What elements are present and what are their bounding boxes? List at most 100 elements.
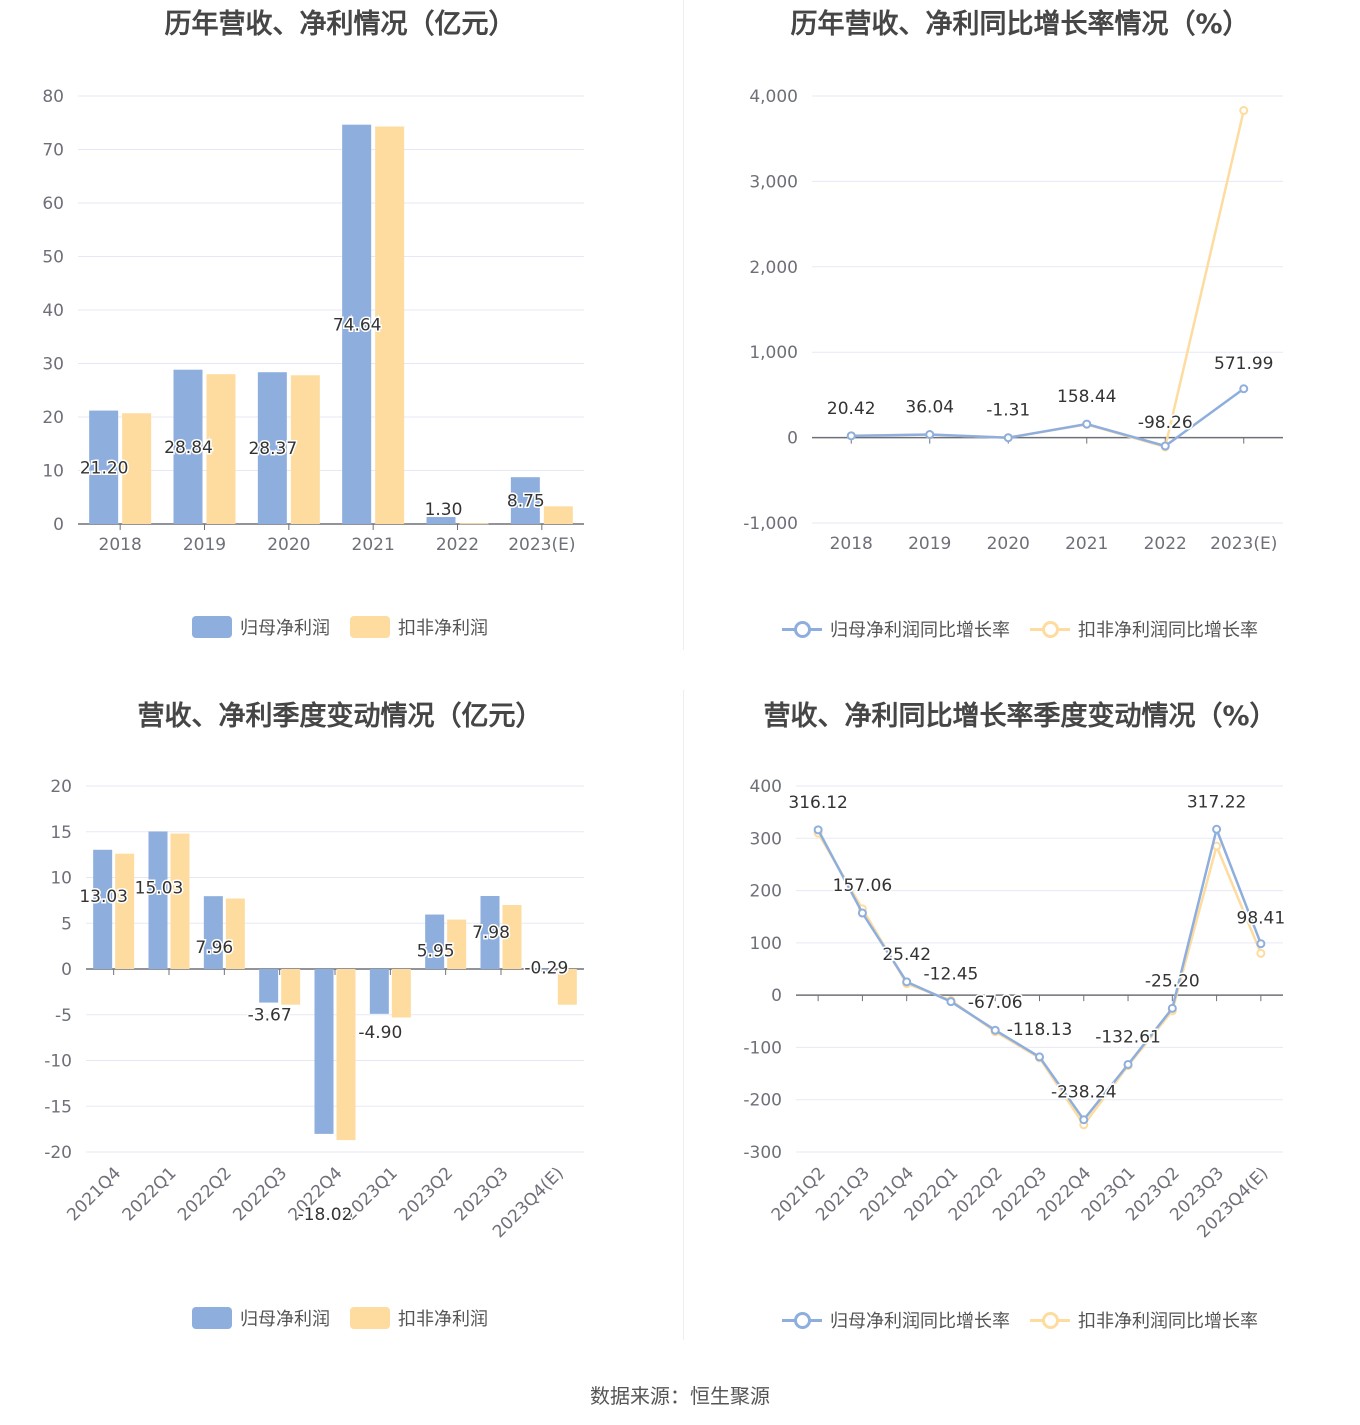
chart-quarterly-growth: -300-200-10001002003004002021Q22021Q3202… [743, 777, 1286, 1242]
y-tick-label: 100 [750, 934, 782, 954]
x-tick-label: 2021Q4 [63, 1163, 125, 1225]
y-tick-label: 10 [42, 462, 64, 482]
data-label: 1.30 [425, 500, 463, 520]
legend-line-secondary [1030, 1309, 1070, 1331]
chart-quarterly-profit: -20-15-10-5051015202021Q42022Q12022Q2202… [44, 777, 584, 1242]
legend[interactable]: 归母净利润 扣非净利润 [0, 614, 680, 640]
panel-annual-growth: 历年营收、净利同比增长率情况（%） -1,000 0 1,000 2,000 3,000… [680, 0, 1360, 690]
data-label: 157.06 [833, 876, 892, 896]
data-label: -67.06 [968, 993, 1023, 1013]
x-tick-label: 2018 [99, 535, 142, 555]
data-label: -25.20 [1145, 971, 1200, 991]
point-deducted-growth [1256, 948, 1266, 958]
y-tick-label: 1,000 [749, 343, 798, 363]
legend-label: 扣非净利润同比增长率 [1078, 620, 1258, 641]
y-tick-label: 50 [42, 248, 64, 268]
point-parent-growth [857, 908, 867, 918]
legend-label: 扣非净利润 [398, 1309, 488, 1330]
y-tick-label: 10 [50, 869, 72, 889]
bar-parent-net-profit [510, 477, 540, 524]
x-tick-label: 2018 [830, 534, 873, 554]
data-label: -238.24 [1051, 1083, 1117, 1103]
y-tick-label: 300 [750, 829, 782, 849]
vertical-divider-top [683, 0, 684, 650]
legend-item-deducted-growth[interactable]: 扣非净利润同比增长率 [1030, 616, 1258, 642]
data-label: -98.26 [1138, 413, 1193, 433]
bar-deducted-net-profit [557, 969, 577, 1005]
data-label: -18.02 [298, 1205, 353, 1225]
bar-deducted-net-profit [459, 523, 489, 525]
y-tick-label: -5 [55, 1006, 72, 1026]
point-parent-growth [925, 430, 935, 440]
legend-item-deducted-growth[interactable]: 扣非净利润同比增长率 [1030, 1307, 1258, 1333]
panel-quarterly-growth: 营收、净利同比增长率季度变动情况（%） -300 -200 -100 0 100 200 3… [680, 692, 1360, 1382]
legend-item-deducted-net-profit[interactable]: 扣非净利润 [350, 1305, 488, 1331]
legend-swatch-primary [192, 616, 232, 638]
data-label: 28.84 [164, 438, 213, 458]
legend[interactable]: 归母净利润同比增长率 扣非净利润同比增长率 [680, 616, 1360, 642]
x-tick-label: 2022 [1144, 534, 1187, 554]
x-tick-label: 2021 [352, 535, 395, 555]
legend-item-deducted-net-profit[interactable]: 扣非净利润 [350, 614, 488, 640]
bar-parent-net-profit [257, 372, 287, 524]
legend-label: 归母净利润 [240, 618, 330, 639]
data-label: 25.42 [882, 945, 931, 965]
y-tick-label: -200 [743, 1091, 782, 1111]
point-parent-growth [1167, 1003, 1177, 1013]
data-source-label: 数据来源： [590, 1384, 690, 1408]
y-tick-label: -15 [44, 1097, 72, 1117]
y-tick-label: 20 [42, 408, 64, 428]
data-label: 28.37 [248, 439, 297, 459]
point-parent-growth [990, 1025, 1000, 1035]
bar-deducted-net-profit [543, 506, 573, 524]
y-tick-label: 60 [42, 194, 64, 214]
bar-parent-net-profit [148, 831, 168, 969]
data-label: 317.22 [1187, 792, 1246, 812]
legend-line-primary [782, 1309, 822, 1331]
data-label: 36.04 [905, 398, 954, 418]
line-deducted-growth [851, 110, 1245, 449]
y-tick-label: 0 [61, 960, 72, 980]
data-label: -0.29 [524, 959, 568, 979]
x-tick-label: 2020 [267, 535, 310, 555]
bar-parent-net-profit [89, 410, 119, 524]
bar-parent-net-profit [480, 895, 500, 969]
legend-swatch-primary [192, 1307, 232, 1329]
point-parent-growth [1239, 384, 1249, 394]
y-tick-label: -20 [44, 1143, 72, 1163]
legend-swatch-secondary [350, 1307, 390, 1329]
bar-deducted-net-profit [336, 969, 356, 1141]
data-label: -1.31 [986, 401, 1030, 421]
point-parent-growth [946, 997, 956, 1007]
legend-item-parent-growth[interactable]: 归母净利润同比增长率 [782, 1307, 1010, 1333]
point-parent-growth [1035, 1052, 1044, 1062]
legend[interactable]: 归母净利润同比增长率 扣非净利润同比增长率 [680, 1307, 1360, 1333]
point-parent-growth [1212, 824, 1222, 834]
y-tick-label: 0 [771, 986, 782, 1006]
bar-deducted-net-profit [170, 833, 190, 969]
point-parent-growth [1160, 441, 1170, 451]
legend[interactable]: 归母净利润 扣非净利润 [0, 1305, 680, 1331]
y-tick-label: 5 [61, 914, 72, 934]
legend-item-parent-growth[interactable]: 归母净利润同比增长率 [782, 616, 1010, 642]
x-tick-label: 2020 [987, 534, 1030, 554]
y-tick-label: -100 [743, 1038, 782, 1058]
y-tick-label: 40 [42, 301, 64, 321]
point-parent-growth [1079, 1115, 1089, 1125]
vertical-divider-bottom [683, 690, 684, 1340]
legend-item-parent-net-profit[interactable]: 归母净利润 [192, 1305, 330, 1331]
data-label: -3.67 [248, 1006, 292, 1026]
x-tick-label: 2023(E) [1210, 534, 1277, 554]
legend-line-secondary [1030, 618, 1070, 640]
x-tick-label: 2022Q3 [229, 1163, 291, 1225]
legend-item-parent-net-profit[interactable]: 归母净利润 [192, 614, 330, 640]
bar-parent-net-profit [203, 896, 223, 969]
data-label: 98.41 [1237, 909, 1286, 929]
point-parent-growth [1003, 433, 1013, 443]
data-label: 20.42 [827, 399, 876, 419]
data-source: 数据来源：恒生聚源 [0, 1380, 1360, 1409]
y-tick-label: 80 [42, 87, 64, 107]
point-parent-growth [1123, 1059, 1133, 1069]
data-label: 13.03 [79, 887, 128, 907]
point-parent-growth [1082, 419, 1092, 429]
